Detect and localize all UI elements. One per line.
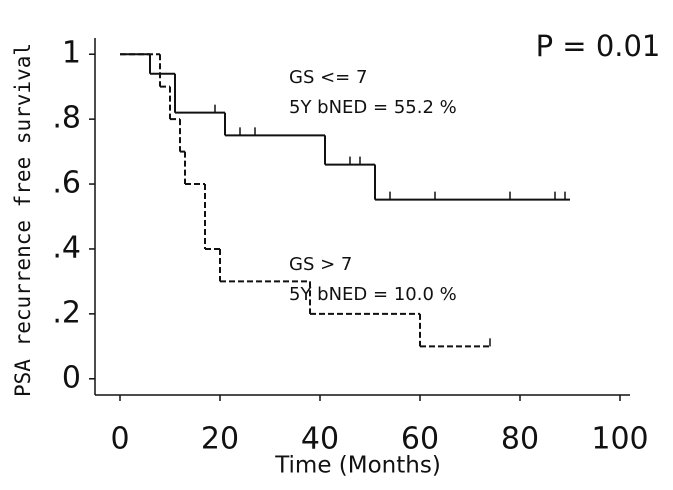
x-tick-label: 60 [401, 422, 439, 457]
y-tick-label: .2 [52, 295, 81, 330]
series-label: GS > 7 [289, 254, 352, 275]
y-tick-label: .4 [52, 230, 81, 265]
series-label: GS <= 7 [289, 67, 367, 88]
y-tick-label: 1 [62, 36, 81, 71]
x-axis-label: Time (Months) [274, 453, 441, 479]
y-tick-label: .6 [52, 166, 81, 201]
y-axis-label: PSA recurrence free survival [11, 43, 35, 397]
x-tick-label: 80 [501, 422, 539, 457]
p-value: P = 0.01 [536, 29, 661, 63]
annotation: 5Y bNED = 55.2 % [289, 97, 457, 118]
y-tick-label: 0 [62, 360, 81, 395]
x-tick-label: 100 [591, 422, 648, 457]
annotation: 5Y bNED = 10.0 % [289, 284, 457, 305]
x-tick-label: 20 [201, 422, 239, 457]
x-tick-label: 40 [301, 422, 339, 457]
x-tick-label: 0 [110, 422, 129, 457]
y-tick-label: .8 [52, 101, 81, 136]
